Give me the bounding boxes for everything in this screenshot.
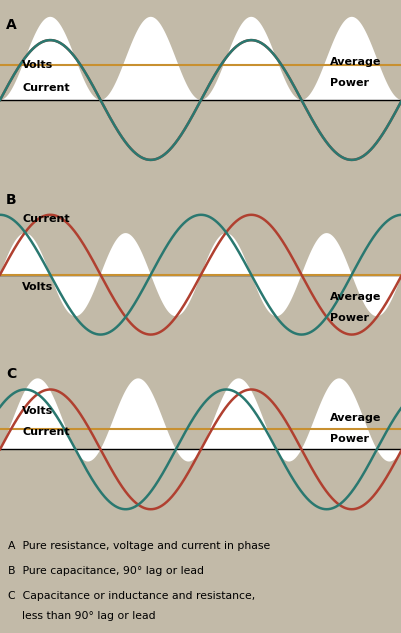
Text: Volts: Volts bbox=[22, 406, 53, 416]
Text: Average: Average bbox=[329, 413, 380, 423]
Text: C: C bbox=[6, 367, 16, 381]
Text: Power: Power bbox=[329, 313, 368, 323]
Text: C  Capacitance or inductance and resistance,: C Capacitance or inductance and resistan… bbox=[8, 591, 255, 601]
Text: Average: Average bbox=[329, 56, 380, 66]
Text: Average: Average bbox=[329, 292, 380, 303]
Text: Volts: Volts bbox=[22, 60, 53, 70]
Text: Power: Power bbox=[329, 77, 368, 87]
Text: B  Pure capacitance, 90° lag or lead: B Pure capacitance, 90° lag or lead bbox=[8, 567, 204, 577]
Text: Volts: Volts bbox=[22, 282, 53, 292]
Text: B: B bbox=[6, 192, 16, 206]
Text: Current: Current bbox=[22, 83, 69, 93]
Text: Current: Current bbox=[22, 214, 69, 224]
Text: Current: Current bbox=[22, 427, 69, 437]
Text: A: A bbox=[6, 18, 17, 32]
Text: A  Pure resistance, voltage and current in phase: A Pure resistance, voltage and current i… bbox=[8, 541, 269, 551]
Text: less than 90° lag or lead: less than 90° lag or lead bbox=[8, 611, 155, 622]
Text: Power: Power bbox=[329, 434, 368, 444]
